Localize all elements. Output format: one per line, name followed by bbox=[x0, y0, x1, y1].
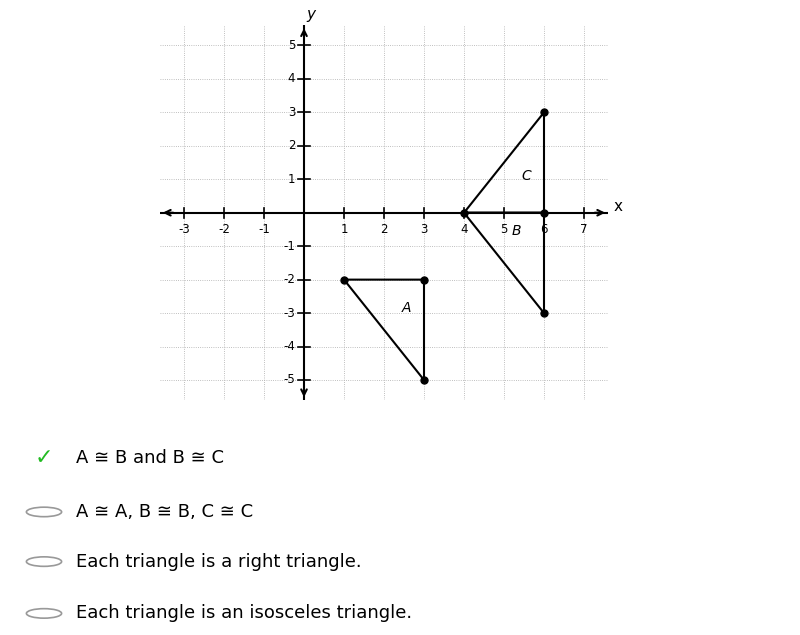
Text: -3: -3 bbox=[178, 223, 190, 236]
Text: 3: 3 bbox=[420, 223, 428, 236]
Text: 1: 1 bbox=[288, 173, 295, 186]
Text: -5: -5 bbox=[283, 373, 295, 387]
Text: -1: -1 bbox=[258, 223, 270, 236]
Text: 6: 6 bbox=[540, 223, 548, 236]
Text: -4: -4 bbox=[283, 340, 295, 353]
Text: -2: -2 bbox=[283, 273, 295, 286]
Text: 7: 7 bbox=[580, 223, 588, 236]
Text: 4: 4 bbox=[288, 72, 295, 86]
Text: C: C bbox=[521, 169, 531, 183]
Text: 2: 2 bbox=[380, 223, 388, 236]
Text: 3: 3 bbox=[288, 106, 295, 119]
Text: 5: 5 bbox=[288, 39, 295, 52]
Text: Each triangle is a right triangle.: Each triangle is a right triangle. bbox=[76, 552, 362, 571]
Text: x: x bbox=[614, 199, 623, 214]
Text: y: y bbox=[306, 7, 316, 22]
Text: Each triangle is an isosceles triangle.: Each triangle is an isosceles triangle. bbox=[76, 605, 412, 622]
Text: ✓: ✓ bbox=[34, 448, 54, 468]
Text: 1: 1 bbox=[340, 223, 348, 236]
Text: -3: -3 bbox=[283, 307, 295, 319]
Text: -2: -2 bbox=[218, 223, 230, 236]
Text: 2: 2 bbox=[288, 139, 295, 152]
Text: A: A bbox=[402, 301, 410, 315]
Text: -1: -1 bbox=[283, 239, 295, 253]
Text: 4: 4 bbox=[460, 223, 468, 236]
Text: A ≅ B and B ≅ C: A ≅ B and B ≅ C bbox=[76, 449, 224, 467]
Text: B: B bbox=[511, 224, 521, 238]
Text: 5: 5 bbox=[500, 223, 508, 236]
Text: A ≅ A, B ≅ B, C ≅ C: A ≅ A, B ≅ B, C ≅ C bbox=[76, 503, 253, 521]
